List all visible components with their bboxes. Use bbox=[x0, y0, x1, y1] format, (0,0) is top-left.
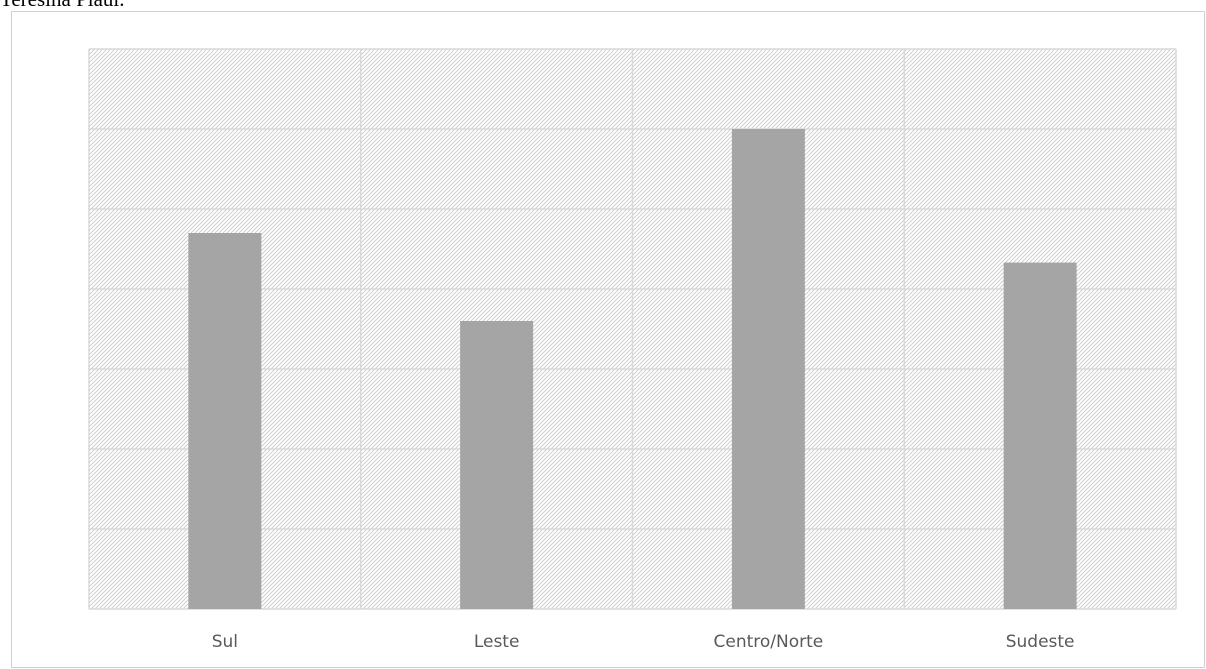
vertical-gridlines bbox=[88, 49, 1177, 609]
bar-centro-norte bbox=[731, 129, 805, 609]
x-tick-label: Leste bbox=[474, 632, 520, 652]
figure-caption: Teresina Piauí. bbox=[0, 0, 125, 11]
x-tick-label: Centro/Norte bbox=[714, 632, 824, 652]
bar-leste bbox=[460, 321, 534, 609]
bars bbox=[188, 129, 1077, 609]
x-tick-label: Sudeste bbox=[1006, 632, 1075, 652]
bar-sul bbox=[188, 233, 262, 609]
x-axis-labels: Sul Leste Centro/Norte Sudeste bbox=[212, 632, 1075, 652]
x-tick-label: Sul bbox=[212, 632, 238, 652]
bar-sudeste bbox=[1003, 262, 1077, 609]
